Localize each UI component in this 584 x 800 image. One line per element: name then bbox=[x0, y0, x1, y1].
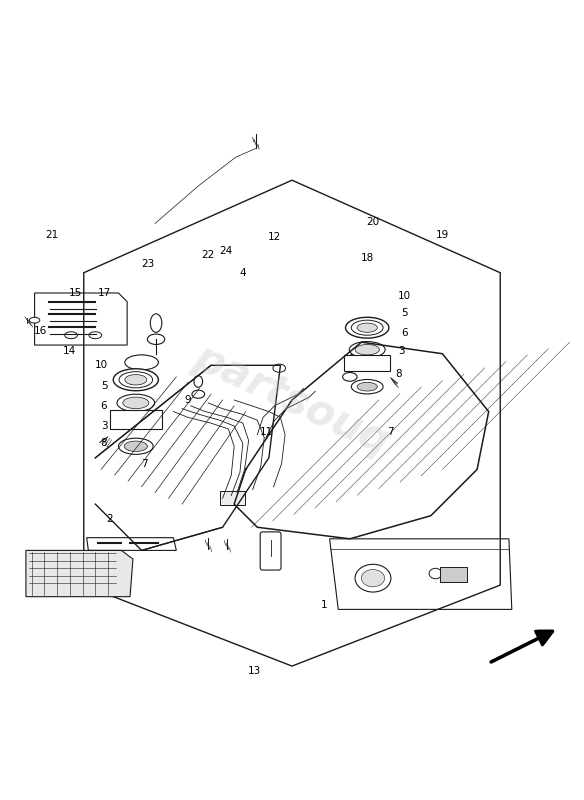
Ellipse shape bbox=[352, 379, 383, 394]
Text: 12: 12 bbox=[268, 232, 281, 242]
Text: 6: 6 bbox=[401, 329, 408, 338]
Text: 23: 23 bbox=[141, 259, 154, 269]
FancyBboxPatch shape bbox=[344, 355, 390, 371]
Ellipse shape bbox=[355, 564, 391, 592]
Text: 7: 7 bbox=[387, 427, 394, 437]
FancyBboxPatch shape bbox=[220, 491, 245, 506]
Ellipse shape bbox=[347, 354, 358, 370]
Ellipse shape bbox=[119, 438, 153, 454]
Ellipse shape bbox=[356, 353, 384, 366]
Polygon shape bbox=[26, 550, 133, 597]
Text: 19: 19 bbox=[436, 230, 449, 240]
Text: 8: 8 bbox=[396, 369, 402, 379]
Text: 17: 17 bbox=[98, 288, 110, 298]
Text: 21: 21 bbox=[46, 230, 58, 240]
FancyBboxPatch shape bbox=[260, 532, 281, 570]
Ellipse shape bbox=[125, 355, 158, 370]
Ellipse shape bbox=[346, 318, 389, 338]
Ellipse shape bbox=[361, 570, 384, 587]
Ellipse shape bbox=[29, 318, 40, 323]
Ellipse shape bbox=[89, 332, 102, 338]
Ellipse shape bbox=[343, 373, 357, 382]
Text: 14: 14 bbox=[62, 346, 76, 356]
Ellipse shape bbox=[357, 382, 377, 391]
Ellipse shape bbox=[147, 334, 165, 345]
Ellipse shape bbox=[123, 397, 149, 409]
Text: partsouq: partsouq bbox=[187, 336, 397, 464]
Ellipse shape bbox=[194, 376, 203, 387]
Text: 5: 5 bbox=[401, 308, 408, 318]
Text: 3: 3 bbox=[100, 421, 107, 431]
Ellipse shape bbox=[355, 345, 380, 355]
Text: 8: 8 bbox=[100, 438, 107, 448]
Text: 7: 7 bbox=[141, 458, 148, 469]
Text: 2: 2 bbox=[106, 514, 113, 523]
FancyBboxPatch shape bbox=[440, 566, 467, 582]
Text: 16: 16 bbox=[34, 326, 47, 335]
Ellipse shape bbox=[125, 374, 147, 385]
Ellipse shape bbox=[357, 323, 377, 332]
Ellipse shape bbox=[117, 394, 155, 411]
Ellipse shape bbox=[192, 390, 204, 398]
Text: 20: 20 bbox=[366, 217, 380, 227]
Ellipse shape bbox=[349, 342, 385, 358]
Ellipse shape bbox=[124, 441, 147, 451]
Text: 1: 1 bbox=[321, 600, 327, 610]
Text: 4: 4 bbox=[239, 268, 246, 278]
Text: 9: 9 bbox=[185, 395, 191, 405]
Ellipse shape bbox=[273, 364, 286, 372]
FancyBboxPatch shape bbox=[110, 410, 162, 429]
Text: 13: 13 bbox=[248, 666, 261, 676]
Ellipse shape bbox=[429, 568, 442, 578]
Text: 15: 15 bbox=[68, 288, 82, 298]
Ellipse shape bbox=[65, 332, 78, 338]
Text: 18: 18 bbox=[360, 254, 374, 263]
Ellipse shape bbox=[150, 314, 162, 332]
Ellipse shape bbox=[113, 369, 158, 390]
Text: 24: 24 bbox=[219, 246, 232, 256]
Text: 3: 3 bbox=[399, 346, 405, 356]
Text: 5: 5 bbox=[100, 381, 107, 390]
Text: 22: 22 bbox=[201, 250, 215, 260]
Text: 6: 6 bbox=[100, 401, 107, 410]
Text: 10: 10 bbox=[398, 291, 411, 301]
Text: 10: 10 bbox=[95, 360, 107, 370]
Text: 11: 11 bbox=[259, 427, 273, 437]
